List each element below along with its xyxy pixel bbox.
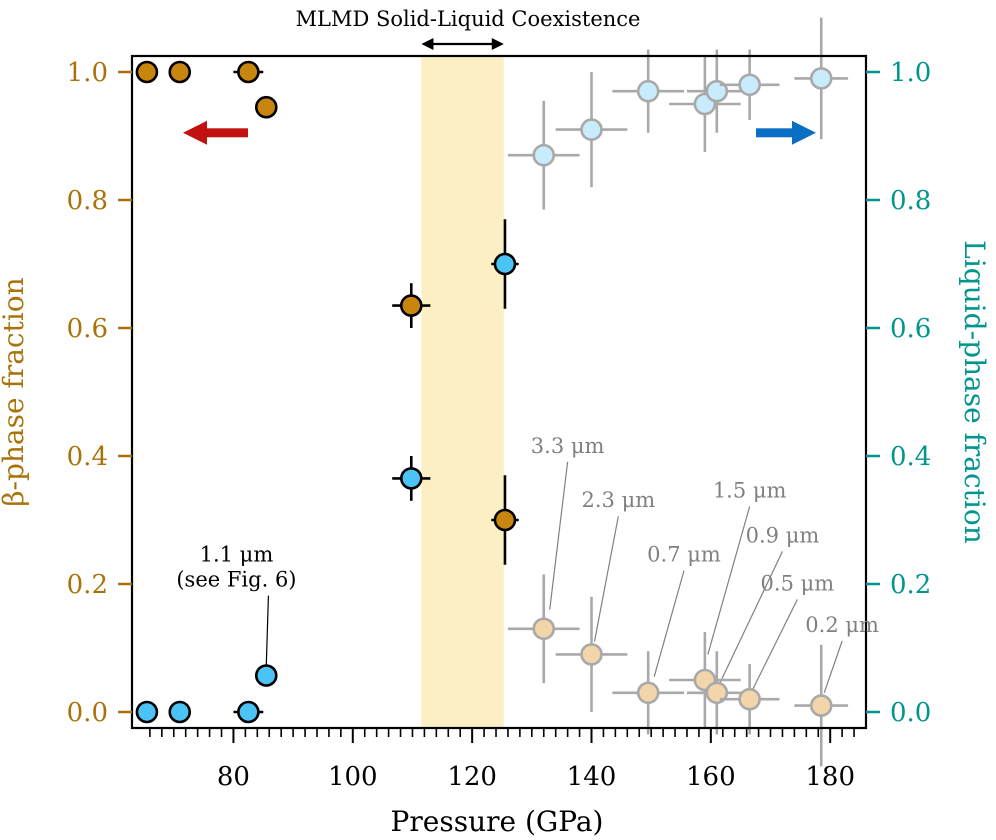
y-axis-left-label: β-phase fraction xyxy=(0,277,30,506)
annotation-layer: 80 100 120 140 160 180 0.0 0.0 0.2 0.2 0.4 0.4 0.6 0.… xyxy=(67,58,932,792)
y-right-tick-label: 1.0 xyxy=(890,58,931,88)
x-tick-label: 100 xyxy=(328,762,378,792)
grain-size-annotation: 1.1 μm xyxy=(200,543,274,567)
annotation-leader-line xyxy=(752,599,798,690)
x-tick-label: 160 xyxy=(686,762,736,792)
left-axis-arrow-shaft xyxy=(205,128,248,138)
right-axis-arrowhead xyxy=(792,120,816,145)
y-right-tick-label: 0.4 xyxy=(890,442,931,472)
x-tick-label: 140 xyxy=(567,762,617,792)
annotation-leader-line xyxy=(549,461,569,610)
y-left-tick-label: 0.6 xyxy=(67,314,108,344)
liquid-data-point xyxy=(254,664,278,687)
grain-size-annotation: 0.2 μm xyxy=(805,613,879,637)
annotation-leader-line xyxy=(265,595,270,666)
liquid-data-point xyxy=(168,700,192,724)
beta-data-point xyxy=(135,60,159,84)
beta-data-point xyxy=(168,60,192,84)
annotation-leader-line xyxy=(719,551,783,684)
faded-liquid-data-point xyxy=(532,143,556,167)
annotation-leader-line xyxy=(593,516,619,642)
y-axis-right-label: Liquid-phase fraction xyxy=(958,240,991,544)
coexistence-band xyxy=(421,56,504,728)
grain-size-annotation: 0.7 μm xyxy=(647,543,721,567)
y-left-tick-label: 0.4 xyxy=(67,442,108,472)
faded-beta-data-point xyxy=(738,687,761,711)
leader-line-layer xyxy=(265,461,843,693)
plot-frame xyxy=(130,54,868,730)
faded-liquid-data-point xyxy=(705,79,729,103)
data-point-layer xyxy=(135,17,849,767)
beta-data-point xyxy=(254,95,278,119)
faded-beta-data-point xyxy=(532,617,556,641)
faded-beta-data-point xyxy=(809,694,833,717)
grain-size-annotation: 2.3 μm xyxy=(582,488,656,512)
y-left-tick-label: 0.2 xyxy=(67,570,108,600)
grain-size-annotation: 0.9 μm xyxy=(746,523,820,547)
coexistence-span-arrowhead-right xyxy=(491,38,504,50)
x-axis-label: Pressure (GPa) xyxy=(391,805,604,838)
grain-size-annotation: (see Fig. 6) xyxy=(176,568,296,592)
grain-size-annotation: 0.5 μm xyxy=(761,571,835,595)
faded-liquid-data-point xyxy=(738,73,761,97)
grain-size-annotation: 1.5 μm xyxy=(713,479,787,503)
axes-layer xyxy=(118,38,880,743)
annotation-leader-line xyxy=(707,506,751,655)
liquid-data-point xyxy=(237,700,260,724)
beta-data-point xyxy=(237,60,260,84)
right-axis-arrow-shaft xyxy=(756,128,794,138)
band-layer xyxy=(421,56,504,728)
faded-beta-data-point xyxy=(636,681,660,705)
chart-title: MLMD Solid-Liquid Coexistence xyxy=(296,7,641,31)
faded-beta-data-point xyxy=(705,681,729,705)
y-left-tick-label: 0.8 xyxy=(67,186,108,216)
faded-liquid-data-point xyxy=(580,118,603,141)
faded-liquid-data-point xyxy=(809,67,833,90)
liquid-data-point xyxy=(399,467,423,490)
y-right-tick-label: 0.8 xyxy=(890,186,931,216)
y-right-tick-label: 0.6 xyxy=(890,314,931,344)
x-tick-label: 180 xyxy=(805,762,855,792)
y-left-tick-label: 0.0 xyxy=(67,698,108,728)
y-right-tick-label: 0.2 xyxy=(890,570,931,600)
beta-data-point xyxy=(493,508,517,532)
grain-size-annotation: 3.3 μm xyxy=(531,434,605,458)
y-left-tick-label: 1.0 xyxy=(67,58,108,88)
faded-liquid-data-point xyxy=(636,79,660,103)
liquid-data-point xyxy=(135,700,159,724)
x-tick-label: 120 xyxy=(447,762,497,792)
left-axis-arrowhead xyxy=(183,120,207,145)
annotation-leader-line xyxy=(823,640,843,693)
faded-beta-data-point xyxy=(580,643,603,666)
annotation-leader-line xyxy=(653,570,685,677)
coexistence-span-arrowhead-left xyxy=(421,38,434,50)
y-right-tick-label: 0.0 xyxy=(890,698,931,728)
x-tick-label: 80 xyxy=(217,762,250,792)
liquid-data-point xyxy=(493,252,517,276)
beta-data-point xyxy=(399,294,423,317)
